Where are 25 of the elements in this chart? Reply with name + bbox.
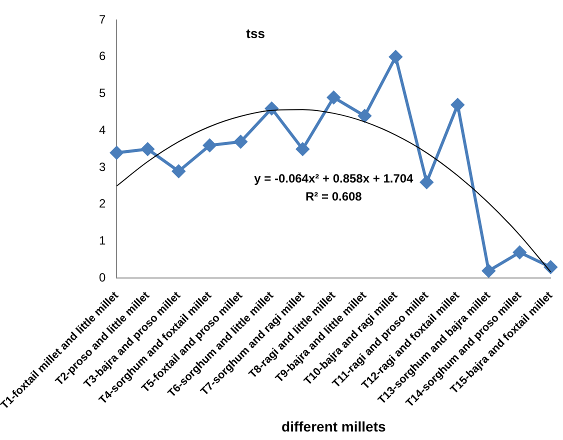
y-tick-label: 3 — [98, 160, 106, 174]
y-tick-label: 0 — [98, 270, 106, 285]
x-axis-title: different millets — [282, 418, 386, 434]
annotation: R² = 0.608 — [305, 189, 362, 204]
text: tss — [246, 26, 265, 41]
point — [110, 146, 124, 160]
y-tick-label: 1 — [98, 234, 106, 248]
point — [420, 176, 434, 189]
point — [358, 109, 372, 122]
point — [203, 138, 216, 152]
point — [327, 90, 340, 104]
y-tick-label: 2 — [98, 196, 106, 211]
point — [482, 264, 496, 278]
point — [296, 142, 310, 156]
point — [389, 50, 402, 64]
point — [172, 164, 186, 178]
y-tick-label: 4 — [98, 122, 106, 137]
point — [141, 142, 154, 156]
point — [451, 98, 464, 112]
y-tick-label: 6 — [98, 49, 106, 64]
point — [234, 135, 248, 148]
point — [513, 246, 526, 259]
y-tick-label: 7 — [98, 12, 106, 26]
y-tick-label: 5 — [98, 86, 106, 100]
annotation: y = -0.064x² + 0.858x + 1.704 — [254, 171, 414, 186]
